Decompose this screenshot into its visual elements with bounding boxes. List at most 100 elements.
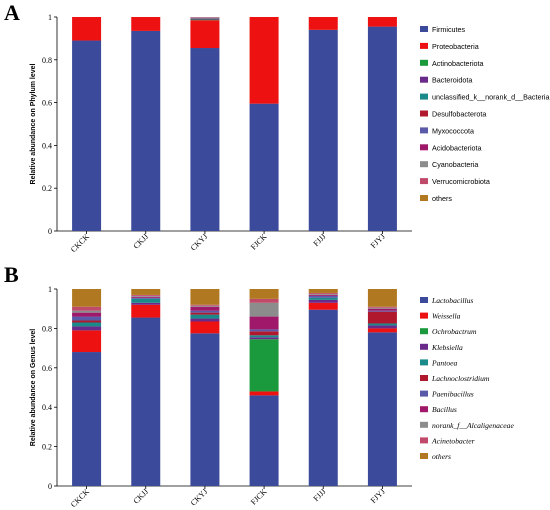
bar-segment-ckck-10 [72,289,102,307]
y-axis-label: Relative abundance on Genus level [30,329,37,447]
x-tick-label-ckyj: CKYJ [189,487,210,508]
bar-segment-ckjj-7 [131,296,161,298]
bar-segment-ckjj-4 [131,298,161,303]
y-tick-label: 1 [48,13,52,22]
y-tick-label: 0.8 [42,324,52,333]
legend-entry-3: Bacteroidota [432,76,472,85]
legend-swatch-8 [420,161,428,168]
bar-segment-ckck-7 [72,312,102,317]
bar-segment-fjjj-10 [308,289,338,293]
y-axis-label: Relative abundance on Phylum level [30,63,37,184]
legend-swatch-7 [420,406,428,413]
bar-segment-ckck-3 [72,326,102,331]
legend-entry-8: Cyanobacteria [432,160,478,169]
legend-swatch-6 [420,127,428,134]
legend-entry-4: unclassified_k__norank_d__Bacteria [432,93,549,102]
bar-segment-ckyj-2 [190,19,220,21]
bar-segment-ckjj-1 [131,304,161,318]
x-tick-label-ckck: CKCK [69,232,91,254]
bar-segment-fjjj-7 [308,294,338,296]
legend-swatch-2 [420,328,428,335]
bar-segment-fjyj-6 [367,310,397,312]
x-tick-label-ckyj: CKYJ [189,232,210,253]
bar-segment-ckck-0 [72,352,102,486]
bar-segment-ckjj-10 [131,289,161,295]
x-tick-label-fjjj: FJJJ [312,232,328,248]
bar-segment-ckjj-0 [131,30,161,231]
bar-segment-ckyj-1 [190,321,220,334]
bar-segment-fjyj-3 [367,325,397,329]
y-tick-label: 0.6 [42,99,52,108]
y-tick-label: 0.4 [42,141,52,150]
panel-letter-a: A [4,0,20,25]
panel-phylum: A 0 0.2 0.4 0.6 0.8 1 Relative abundance on Ph… [4,0,549,254]
bar-segment-ckck-8 [72,310,102,313]
bar-segment-fjyj-7 [367,308,397,311]
bar-segment-fjyj-9 [367,306,397,308]
legend-entry-2: Actinobacteriota [432,59,484,68]
x-tick-label-fjjj: FJJJ [312,487,328,503]
legend-entry-6: Myxococcota [432,126,474,135]
x-tick-label-fjyj: FJYJ [369,232,387,250]
bar-segment-fjjj-1 [308,302,338,310]
legend-swatch-5 [420,110,428,117]
bar-segment-ckyj-3 [190,18,220,20]
bar-segment-ckjj-8 [131,295,161,297]
legend-entry-9: Verrucomicrobiota [432,177,490,186]
bar-segment-fjyj-1 [367,17,397,27]
bar-segment-ckyj-0 [190,333,220,486]
bar-segment-fjck-4 [249,335,279,338]
legend-swatch-9 [420,437,428,444]
bar-segment-fjjj-4 [308,297,338,300]
bar-segment-fjjj-9 [308,292,338,294]
y-tick-label: 0.2 [42,443,52,452]
bar-segment-fjjj-0 [308,309,338,486]
genus-chart: 0 0.2 0.4 0.6 0.8 1 Relative abundance on Genu… [30,285,514,509]
bar-segment-ckck-0 [72,40,102,231]
legend-swatch-4 [420,359,428,366]
legend-swatch-1 [420,42,428,49]
bar-segment-ckyj-9 [190,304,220,306]
bar-segment-ckyj-8 [190,305,220,307]
bar-segment-ckck-4 [72,322,102,327]
bar-segment-fjck-9 [249,298,279,303]
bar-segment-ckyj-10 [190,289,220,305]
y-tick-label: 0.8 [42,56,52,65]
bar-segment-ckyj-3 [190,318,220,322]
bar-segment-fjck-5 [249,331,279,336]
panel-genus: B 0 0.2 0.4 0.6 0.8 1 Relative abundance on Ge… [0,262,550,510]
legend-entry-2: Ochrobactrum [432,327,477,336]
bar-segment-fjck-0 [249,395,279,486]
y-tick-label: 0.4 [42,403,52,412]
bar-segment-fjjj-0 [308,29,338,232]
bar-segment-ckyj-1 [190,20,220,49]
legend-entry-10: others [432,452,451,461]
legend-swatch-9 [420,178,428,185]
legend-entry-8: norank_f__Alcaligenaceae [432,421,514,430]
legend-entry-0: Lactobacillus [431,296,473,305]
bar-segment-ckyj-4 [190,314,220,319]
legend-entry-5: Lachnoclostridium [431,374,490,383]
bar-segment-fjck-7 [249,316,279,330]
bar-segment-fjck-1 [249,391,279,396]
legend-swatch-3 [420,76,428,83]
legend-swatch-4 [420,93,428,100]
legend-swatch-0 [420,297,428,303]
legend-entry-1: Proteobacteria [432,42,479,51]
bar-segment-fjyj-8 [367,307,397,309]
bar-segment-fjyj-0 [367,26,397,231]
y-tick-label: 0.2 [42,184,52,193]
legend-entry-4: Pantoea [431,358,458,367]
y-tick-label: 0.6 [42,364,52,373]
x-tick-label-ckjj: CKJJ [132,232,151,251]
bar-segment-fjck-0 [249,103,279,231]
bar-segment-fjjj-3 [308,299,338,303]
y-tick-label: 1 [48,285,52,294]
x-tick-label-ckck: CKCK [69,487,91,509]
bar-segment-ckjj-0 [131,317,161,486]
legend-swatch-3 [420,343,428,350]
bar-segment-ckck-5 [72,320,102,323]
legend-entry-5: Desulfobacterota [432,110,486,119]
legend-swatch-7 [420,144,428,151]
bar-segment-fjck-8 [249,302,279,317]
